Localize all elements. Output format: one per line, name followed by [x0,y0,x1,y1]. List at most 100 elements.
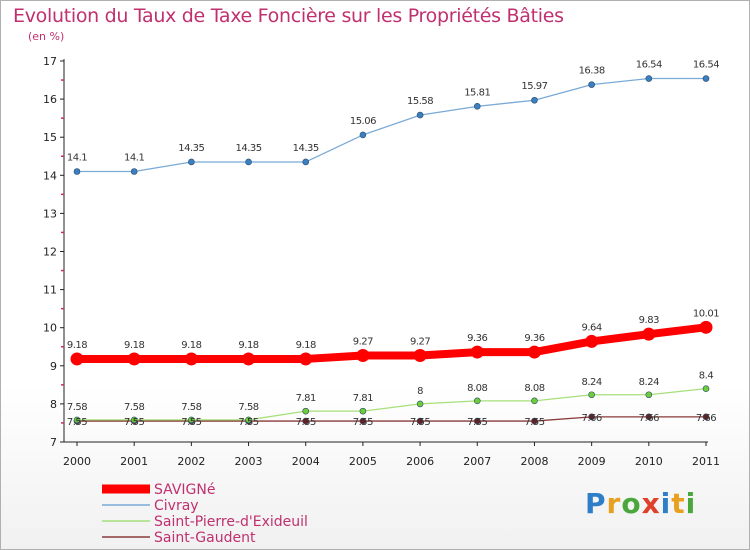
data-label: 7.81 [296,393,316,404]
data-point [413,349,427,363]
data-point [642,327,656,341]
x-tick-label: 2006 [406,455,434,468]
data-point [699,320,713,334]
y-tick-label: 9 [50,360,57,373]
data-label: 7.66 [639,413,659,424]
brand-letter: i [660,487,672,520]
data-label: 7.66 [582,413,602,424]
y-tick-label: 8 [50,398,57,411]
data-point [585,334,599,348]
data-point [588,413,595,421]
data-point [645,391,653,399]
series-line [76,416,707,422]
x-tick-label: 2007 [463,455,491,468]
data-label: 16.38 [579,66,605,77]
x-tick-label: 2010 [635,455,663,468]
data-label: 7.55 [467,417,487,428]
series-line [76,388,707,421]
data-point [245,158,252,166]
data-label: 9.18 [181,340,201,351]
data-point [645,75,653,82]
data-point [531,417,538,425]
brand-letter: o [621,487,642,520]
data-point [188,158,195,166]
data-point [188,416,195,424]
data-point [473,417,481,425]
y-tick-label: 15 [43,131,57,144]
x-tick-label: 2005 [349,455,377,468]
data-point [184,352,198,366]
data-label: 9.18 [238,340,258,351]
data-label: 7.55 [67,417,87,428]
data-label: 14.35 [293,143,319,154]
data-label: 8.24 [639,377,659,388]
x-tick-label: 2004 [292,455,320,468]
legend-label: Civray [154,498,199,514]
data-point [588,81,595,88]
data-point [531,397,538,405]
brand-letter: x [641,487,661,520]
data-label: 7.55 [524,417,544,428]
data-label: 7.81 [353,393,373,404]
data-point [702,75,710,82]
data-point [73,168,81,175]
data-point [130,168,138,175]
y-tick-label: 16 [43,93,57,106]
data-point [527,345,541,359]
legend-label: Saint-Pierre-d'Exideuil [154,514,308,530]
data-label: 8 [417,386,423,397]
data-point [359,131,367,139]
data-label: 7.55 [353,417,373,428]
data-label: 16.54 [693,60,719,71]
x-tick-label: 2001 [120,455,148,468]
data-label: 14.35 [235,143,261,154]
data-label: 7.58 [124,402,144,413]
data-label: 9.18 [124,340,144,351]
y-tick-label: 10 [43,322,57,335]
data-label: 8.24 [582,377,602,388]
data-label: 9.27 [353,337,373,348]
series-1 [73,75,710,175]
y-tick-label: 11 [43,284,57,297]
chart-legend: SAVIGNéCivraySaint-Pierre-d'ExideuilSain… [102,482,308,546]
data-label: 7.55 [124,417,144,428]
data-labels-layer: 9.18 9.18 9.18 9.18 9.18 9.27 9.27 9.36 9.36 9.64… [67,60,720,429]
x-tick-label: 2002 [177,455,205,468]
data-label: 9.36 [467,333,487,344]
data-point [473,103,481,110]
data-point [73,416,81,424]
brand-letter: r [606,487,622,520]
data-point [302,407,310,415]
data-point [416,111,424,119]
y-tick-label: 14 [43,169,57,182]
data-point [127,352,141,366]
data-label: 7.58 [238,402,258,413]
data-point [588,391,595,399]
data-label: 16.54 [636,60,662,71]
data-point [416,400,424,408]
data-label: 15.97 [521,81,547,92]
data-label: 10.01 [693,308,719,319]
data-label: 14.1 [124,152,144,163]
data-label: 7.55 [296,417,316,428]
data-point [531,96,538,104]
data-point [645,413,653,421]
data-label: 14.35 [178,143,204,154]
data-label: 15.81 [464,87,490,98]
data-label: 9.27 [410,337,430,348]
data-point [70,352,84,366]
data-label: 8.08 [524,383,544,394]
x-tick-label: 2009 [578,455,606,468]
data-label: 7.66 [696,413,716,424]
proxiti-logo: Proxiti [585,487,696,520]
chart-title: Evolution du Taux de Taxe Foncière sur l… [13,5,564,27]
series-layer [70,75,713,425]
data-point [473,397,481,405]
data-point [245,416,252,424]
data-label: 7.55 [181,417,201,428]
brand-letter: t [671,487,686,520]
y-tick-label: 17 [43,55,57,68]
data-point [470,345,484,359]
